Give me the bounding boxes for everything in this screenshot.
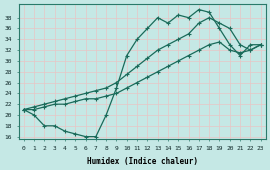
X-axis label: Humidex (Indice chaleur): Humidex (Indice chaleur) [87,157,198,166]
